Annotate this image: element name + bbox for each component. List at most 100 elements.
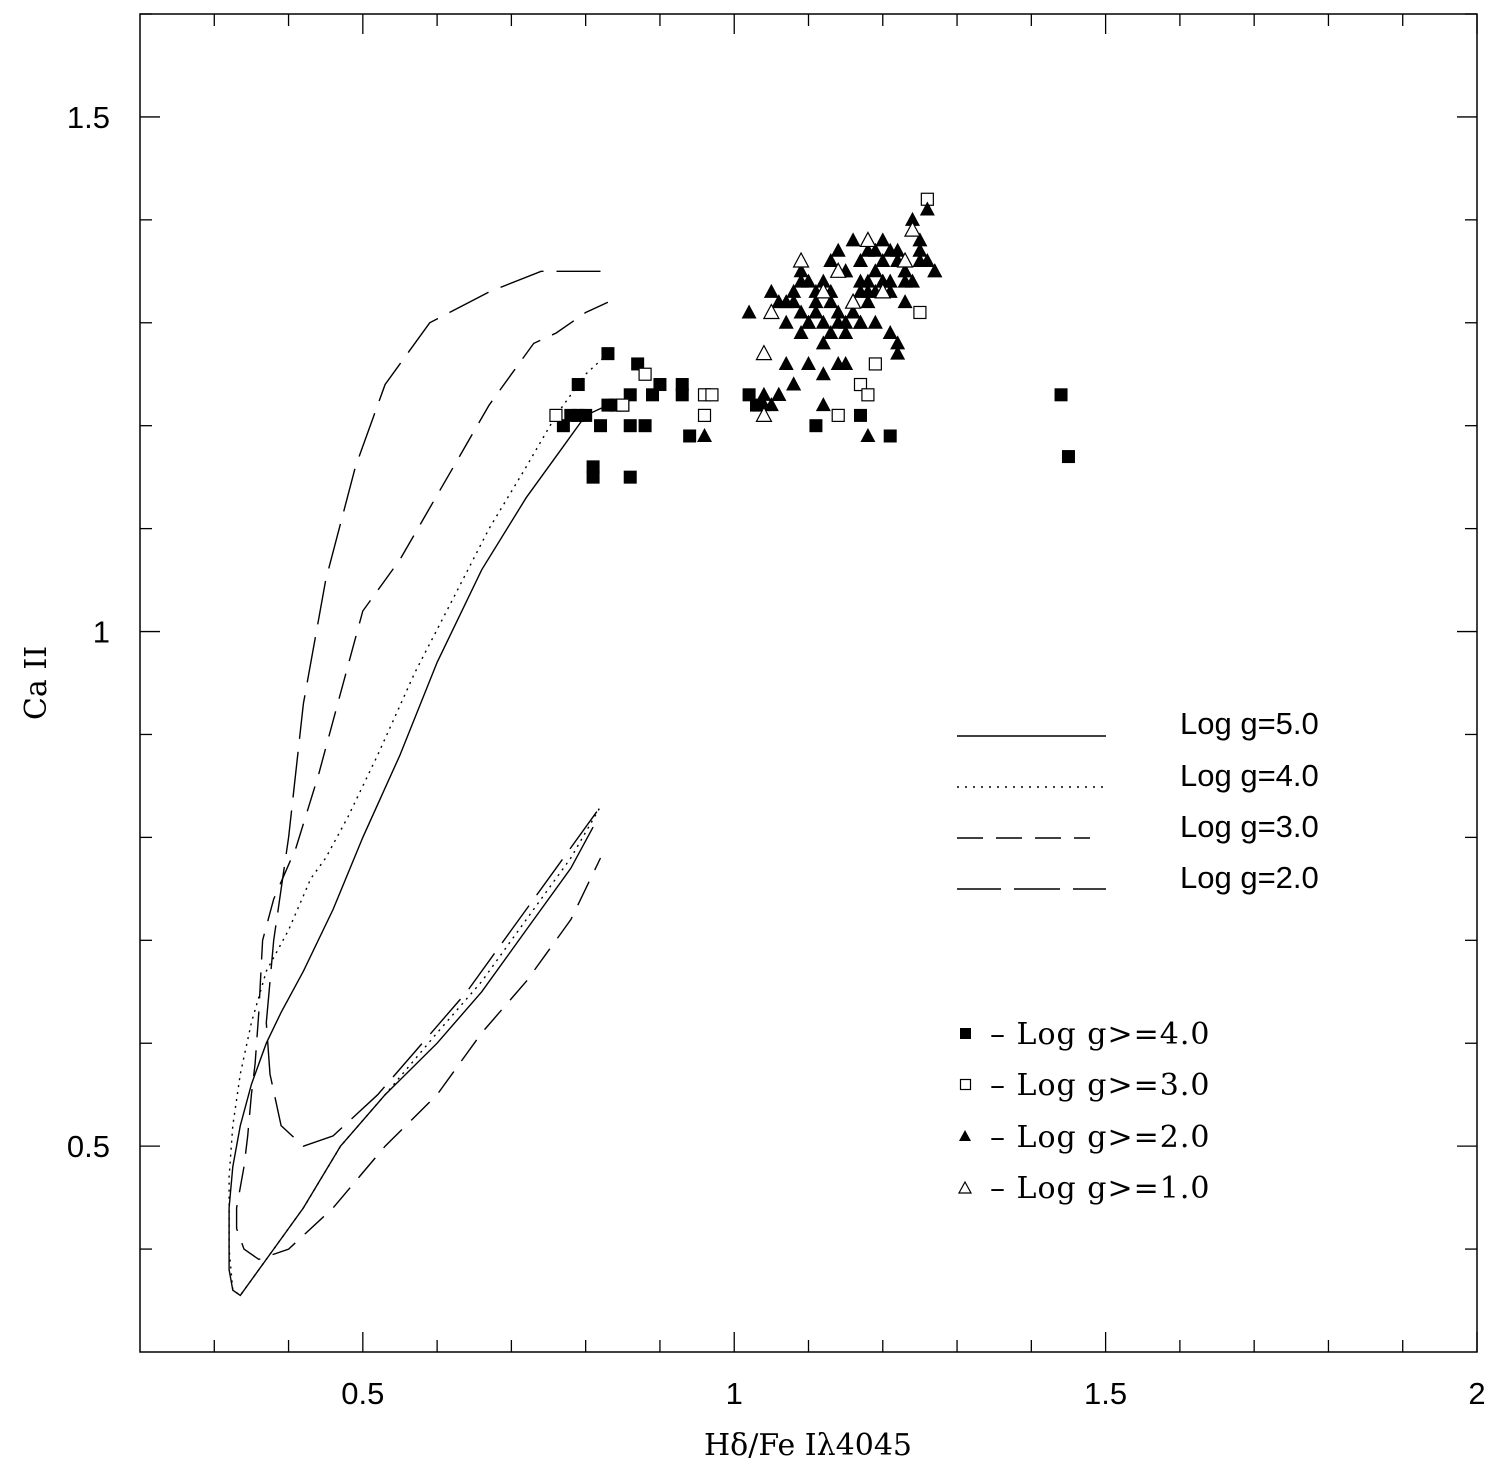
data-point-filled-triangle: [838, 355, 854, 370]
data-point-filled-triangle: [778, 314, 794, 329]
data-point-filled-triangle: [875, 273, 891, 288]
data-point-filled-triangle: [697, 427, 713, 442]
legend-label-logg2: Log g=2.0: [1180, 860, 1319, 895]
data-point-filled-triangle: [838, 314, 854, 329]
data-point-filled-triangle: [793, 273, 809, 288]
y-tick-label: 1.5: [67, 100, 110, 135]
data-point-filled-triangle: [815, 335, 831, 350]
data-point-filled-triangle: [815, 366, 831, 381]
axis-ticks: 0.5 1 1.5 2 0.5 1 1.5: [67, 13, 1486, 1411]
data-point-filled-triangle: [852, 314, 868, 329]
legend-label-logg-ge3: – Log g>=3.0: [990, 1068, 1210, 1103]
legend-label-logg-ge1: – Log g>=1.0: [990, 1171, 1210, 1206]
model-curve-long-dashed: [265, 270, 602, 1147]
data-point-filled-triangle: [838, 325, 854, 340]
data-point-filled-triangle: [860, 427, 876, 442]
data-point-filled-triangle: [852, 283, 868, 298]
x-tick-label: 1: [726, 1376, 743, 1411]
data-point-open-square: [831, 408, 845, 422]
data-point-open-square: [697, 408, 712, 422]
legend-label-logg3: Log g=3.0: [1180, 809, 1319, 844]
legend-label-logg5: Log g=5.0: [1180, 706, 1319, 741]
data-point-filled-square: [683, 429, 697, 443]
data-point-open-triangle: [844, 292, 862, 309]
legend-label-logg-ge4: – Log g>=4.0: [990, 1017, 1210, 1052]
data-point-filled-square: [631, 357, 645, 371]
data-point-open-square: [705, 388, 719, 402]
data-point-filled-triangle: [904, 211, 920, 226]
data-point-filled-square: [601, 347, 615, 361]
data-point-filled-square: [883, 429, 897, 443]
data-point-open-square: [638, 367, 652, 381]
legend-marker-filled-square: [960, 1028, 971, 1039]
data-point-filled-triangle: [875, 253, 891, 268]
data-point-filled-triangle: [912, 253, 928, 268]
data-point-filled-triangle: [890, 335, 906, 350]
data-point-filled-square: [646, 388, 660, 402]
data-point-open-square: [861, 388, 875, 402]
data-point-filled-triangle: [823, 325, 839, 340]
data-point-filled-triangle: [890, 345, 906, 360]
data-point-filled-triangle: [801, 314, 816, 329]
data-point-filled-triangle: [830, 242, 846, 257]
data-point-open-square: [868, 357, 882, 371]
legend-label-logg-ge2: – Log g>=2.0: [990, 1120, 1210, 1155]
data-point-open-triangle: [874, 282, 892, 299]
data-point-filled-square: [742, 388, 756, 402]
data-point-open-square: [913, 305, 927, 320]
plot-frame: [139, 13, 1478, 1353]
data-point-filled-triangle: [919, 201, 935, 216]
model-curve-dotted: [228, 353, 609, 1297]
data-points: [549, 192, 1075, 484]
data-point-filled-square: [579, 408, 593, 422]
data-point-filled-triangle: [830, 304, 846, 319]
data-point-filled-triangle: [763, 397, 779, 412]
data-point-open-triangle: [829, 262, 847, 278]
data-point-filled-triangle: [741, 304, 757, 319]
data-point-filled-square: [623, 388, 637, 402]
data-point-filled-square: [571, 378, 585, 392]
data-point-filled-triangle: [808, 294, 824, 309]
data-point-filled-triangle: [882, 242, 898, 257]
data-point-filled-triangle: [823, 253, 839, 268]
data-point-filled-square: [853, 408, 867, 422]
data-point-open-triangle: [903, 220, 921, 237]
data-point-filled-triangle: [801, 355, 816, 370]
data-point-open-triangle: [762, 303, 780, 320]
data-point-filled-triangle: [778, 294, 794, 309]
data-point-filled-square: [675, 378, 689, 392]
legend-marker-open-triangle: [957, 1180, 973, 1194]
data-point-open-triangle: [755, 344, 773, 361]
data-point-filled-triangle: [793, 325, 809, 340]
data-point-filled-triangle: [763, 283, 779, 298]
x-tick-label: 1.5: [1084, 1376, 1127, 1411]
data-point-filled-triangle: [815, 273, 831, 288]
data-point-open-triangle: [859, 231, 877, 248]
data-point-filled-square: [809, 419, 823, 433]
data-point-filled-square: [653, 378, 667, 392]
data-point-filled-triangle: [897, 263, 913, 278]
data-point-filled-square: [594, 419, 608, 433]
x-tick-label: 0.5: [341, 1376, 384, 1411]
data-point-filled-square: [556, 419, 570, 433]
data-point-filled-square: [623, 470, 637, 484]
data-point-open-square: [853, 377, 868, 392]
y-tick-label: 1: [93, 615, 110, 650]
model-curve-dashed: [235, 301, 609, 1261]
y-tick-label: 0.5: [67, 1129, 110, 1164]
x-axis-title: Hδ/Fe Iλ4045: [704, 1428, 912, 1463]
model-curve-solid: [228, 404, 609, 1297]
data-point-filled-square: [623, 419, 637, 433]
data-point-filled-triangle: [912, 232, 928, 247]
data-point-open-triangle: [814, 282, 832, 299]
data-point-filled-triangle: [860, 273, 876, 288]
data-point-filled-triangle: [778, 355, 794, 370]
data-point-filled-triangle: [845, 304, 861, 319]
data-point-filled-triangle: [793, 263, 809, 278]
legend-marker-filled-triangle: [959, 1130, 971, 1141]
data-point-filled-triangle: [860, 294, 876, 309]
data-point-filled-triangle: [927, 263, 943, 278]
data-point-filled-triangle: [786, 376, 802, 391]
data-point-filled-triangle: [823, 294, 839, 309]
